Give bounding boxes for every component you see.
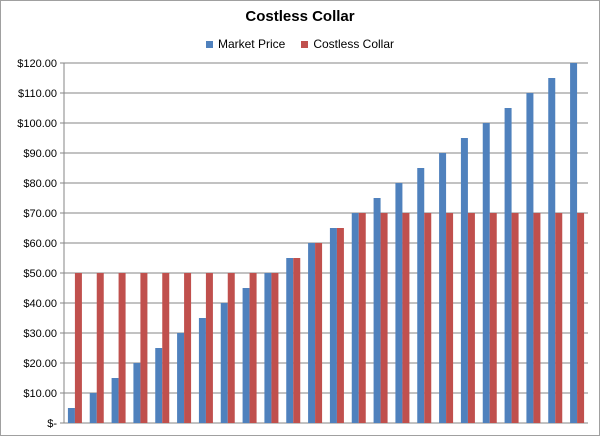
bar-market-price [482, 123, 490, 423]
y-tick-label: $100.00 [17, 118, 57, 130]
bar-costless-collar [380, 213, 388, 423]
bar-market-price [133, 363, 141, 423]
bar-market-price [111, 378, 119, 423]
y-tick-label: $- [47, 418, 57, 430]
bar-market-price [220, 303, 228, 423]
bar-costless-collar [315, 243, 323, 423]
bar-costless-collar [162, 273, 170, 423]
y-tick-label: $60.00 [23, 238, 57, 250]
legend-label-market-price: Market Price [217, 37, 286, 51]
bar-market-price [155, 348, 163, 423]
legend-swatch-costless-collar [301, 40, 309, 48]
legend-item-market-price: Market Price [205, 37, 286, 51]
bar-market-price [439, 153, 447, 423]
legend-swatch-market-price [205, 40, 213, 48]
bar-costless-collar [489, 213, 497, 423]
y-tick-label: $120.00 [17, 58, 57, 70]
bar-market-price [198, 318, 206, 423]
bar-costless-collar [74, 273, 82, 423]
bar-market-price [308, 243, 316, 423]
bar-costless-collar [533, 213, 541, 423]
y-tick-label: $40.00 [23, 298, 57, 310]
bar-costless-collar [358, 213, 366, 423]
bar-market-price [417, 168, 425, 423]
bar-market-price [242, 288, 250, 423]
bar-market-price [460, 138, 468, 423]
bar-market-price [67, 408, 75, 423]
chart-title: Costless Collar [245, 8, 355, 25]
bar-market-price [395, 183, 403, 423]
bar-costless-collar [446, 213, 454, 423]
bar-costless-collar [249, 273, 257, 423]
bar-market-price [286, 258, 294, 423]
bar-costless-collar [118, 273, 126, 423]
bar-costless-collar [555, 213, 563, 423]
bar-costless-collar [96, 273, 104, 423]
bar-market-price [570, 63, 578, 423]
y-tick-label: $70.00 [23, 208, 57, 220]
bar-market-price [351, 213, 359, 423]
bar-costless-collar [140, 273, 148, 423]
bar-costless-collar [511, 213, 519, 423]
bar-costless-collar [293, 258, 301, 423]
bar-market-price [264, 273, 272, 423]
y-tick-label: $80.00 [23, 178, 57, 190]
bar-market-price [548, 78, 556, 423]
bar-market-price [89, 393, 97, 423]
bar-market-price [526, 93, 534, 423]
y-tick-label: $110.00 [18, 88, 57, 100]
bar-costless-collar [205, 273, 213, 423]
bar-costless-collar [271, 273, 279, 423]
legend-item-costless-collar: Costless Collar [301, 37, 394, 51]
bar-costless-collar [402, 213, 410, 423]
bar-costless-collar [184, 273, 192, 423]
y-tick-label: $20.00 [23, 358, 57, 370]
y-tick-label: $90.00 [23, 148, 57, 160]
bar-costless-collar [424, 213, 432, 423]
bar-market-price [373, 198, 381, 423]
bar-costless-collar [577, 213, 585, 423]
y-tick-label: $30.00 [23, 328, 57, 340]
y-tick-label: $50.00 [23, 268, 57, 280]
bar-market-price [504, 108, 512, 423]
legend-label-costless-collar: Costless Collar [313, 37, 395, 51]
legend: Market Price Costless Collar [1, 37, 599, 51]
bar-costless-collar [227, 273, 235, 423]
y-tick-label: $10.00 [23, 388, 57, 400]
bar-market-price [177, 333, 185, 423]
bar-costless-collar [467, 213, 475, 423]
bar-market-price [329, 228, 337, 423]
bar-costless-collar [336, 228, 344, 423]
